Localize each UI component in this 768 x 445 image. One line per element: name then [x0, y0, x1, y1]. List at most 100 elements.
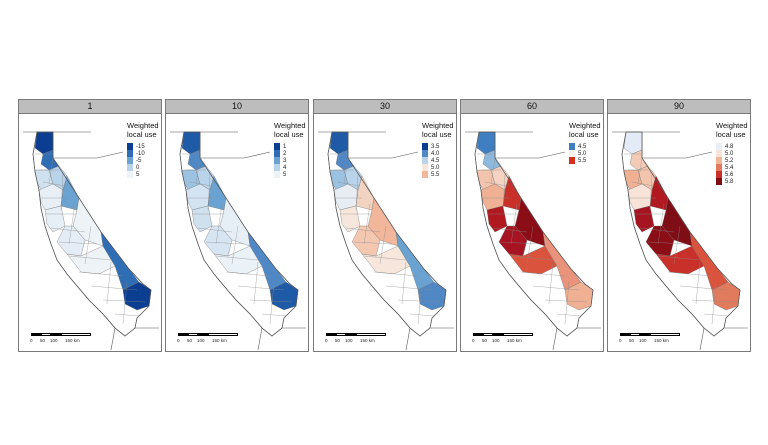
county-border — [68, 203, 76, 245]
legend-color-swatch — [716, 178, 722, 185]
county-border — [637, 157, 643, 185]
county-border — [564, 281, 570, 325]
legend-color-swatch — [274, 171, 280, 178]
county-border — [114, 313, 140, 317]
scale-bar-segment — [188, 333, 198, 336]
county-border — [207, 173, 211, 211]
map-panel: 1 Weighted local use -15 -10 -5 0 5 0 50 100 150 k… — [18, 99, 162, 352]
california-county-map — [23, 131, 159, 351]
legend-color-swatch — [422, 171, 428, 178]
legend-tick-label: 5 — [283, 171, 287, 178]
legend-tick-label: 4.8 — [725, 143, 734, 150]
scale-bar-label: 50 — [629, 338, 635, 343]
map-panel: 10 Weighted local use 1 2 3 4 5 0 50 100 150 km — [165, 99, 309, 352]
panel-strip-label: 10 — [166, 100, 308, 114]
panel-strip-label: 30 — [314, 100, 456, 114]
county-border — [68, 255, 112, 261]
legend-tick-label: 5.0 — [578, 150, 587, 157]
scale-bar-segment — [198, 333, 208, 336]
legend-color-bar — [716, 143, 722, 185]
legend-body: 4.5 5.0 5.5 — [569, 143, 605, 164]
scale-bar-segment — [178, 333, 188, 336]
legend-tick-label: 5.0 — [431, 164, 440, 171]
county-border — [106, 261, 112, 305]
scale-bar-label: 150 km — [654, 338, 669, 343]
scale-bar-segment — [61, 333, 91, 336]
panel-strip-label: 90 — [608, 100, 750, 114]
county-border — [215, 255, 259, 261]
county-border — [631, 181, 655, 187]
county-border — [657, 255, 701, 261]
county-border — [548, 261, 554, 305]
scale-bar-segment — [346, 333, 356, 336]
coastline — [621, 131, 741, 337]
nevada-border — [348, 151, 419, 159]
scale-bar-label: 100 — [345, 338, 353, 343]
legend-tick-label: 5.6 — [725, 171, 734, 178]
mexico-border — [699, 327, 705, 351]
county-border — [556, 313, 582, 317]
map-panel: 90 Weighted local use 4.8 5.0 5.2 5.4 5.6 5.8 0 5… — [607, 99, 751, 352]
county-border — [355, 173, 359, 211]
county-border — [122, 281, 128, 325]
coastline — [179, 131, 299, 337]
scale-bar: 0 50 100 150 km — [325, 333, 386, 345]
california-county-map — [318, 131, 454, 351]
legend-tick-label: 1 — [283, 143, 287, 150]
color-legend: Weighted local use 4.8 5.0 5.2 5.4 5.6 5.8 — [716, 121, 752, 185]
county-border — [520, 271, 566, 277]
color-legend: Weighted local use 1 2 3 4 5 — [274, 121, 310, 178]
county-border — [379, 225, 387, 265]
scale-bar-label: 50 — [187, 338, 193, 343]
california-county-map — [170, 131, 306, 351]
legend-color-swatch — [127, 164, 133, 171]
legend-color-swatch — [422, 164, 428, 171]
county-border — [691, 299, 735, 303]
legend-title: Weighted local use — [569, 121, 601, 139]
county-border — [667, 271, 713, 277]
legend-color-swatch — [274, 164, 280, 171]
scale-bar-segment — [51, 333, 61, 336]
legend-tick-label: 4 — [283, 164, 287, 171]
scale-bar-label: 0 — [325, 338, 328, 343]
legend-color-bar — [422, 143, 428, 178]
county-border — [197, 227, 233, 233]
scale-bar-segment — [336, 333, 346, 336]
county-border — [237, 285, 285, 291]
county-border — [249, 299, 293, 303]
color-legend: Weighted local use 4.5 5.0 5.5 — [569, 121, 605, 164]
legend-title: Weighted local use — [716, 121, 748, 139]
legend-color-swatch — [716, 150, 722, 157]
map-panel: 60 Weighted local use 4.5 5.0 5.5 0 50 100 150 k… — [460, 99, 604, 352]
legend-tick-label: 5.5 — [578, 157, 587, 164]
county-border — [50, 227, 86, 233]
county-border — [353, 241, 393, 245]
county-border — [373, 271, 419, 277]
county-border — [253, 261, 259, 305]
county-border — [84, 225, 92, 265]
nevada-border — [642, 151, 713, 159]
legend-color-swatch — [716, 164, 722, 171]
scale-bar: 0 50 100 150 km — [177, 333, 238, 345]
scale-bar-segment — [473, 333, 483, 336]
county-border — [269, 281, 275, 325]
legend-tick-label: 2 — [283, 150, 287, 157]
county-border — [337, 181, 361, 187]
legend-color-bar — [127, 143, 133, 178]
legend-tick-label: -10 — [136, 150, 145, 157]
map-panel: 30 Weighted local use 3.5 4.0 4.5 5.0 5.5 0 50 10… — [313, 99, 457, 352]
county-border — [345, 227, 381, 233]
county-border — [409, 313, 435, 317]
county-border — [510, 203, 518, 245]
legend-color-swatch — [569, 150, 575, 157]
legend-color-swatch — [127, 171, 133, 178]
legend-color-swatch — [569, 143, 575, 150]
county-border — [532, 285, 580, 291]
legend-tick-label: 0 — [136, 164, 140, 171]
county-border — [225, 271, 271, 277]
scale-bar-label: 0 — [30, 338, 33, 343]
county-border — [417, 281, 423, 325]
mexico-border — [405, 327, 411, 351]
county-border — [484, 181, 508, 187]
panel-strip-label: 60 — [461, 100, 603, 114]
